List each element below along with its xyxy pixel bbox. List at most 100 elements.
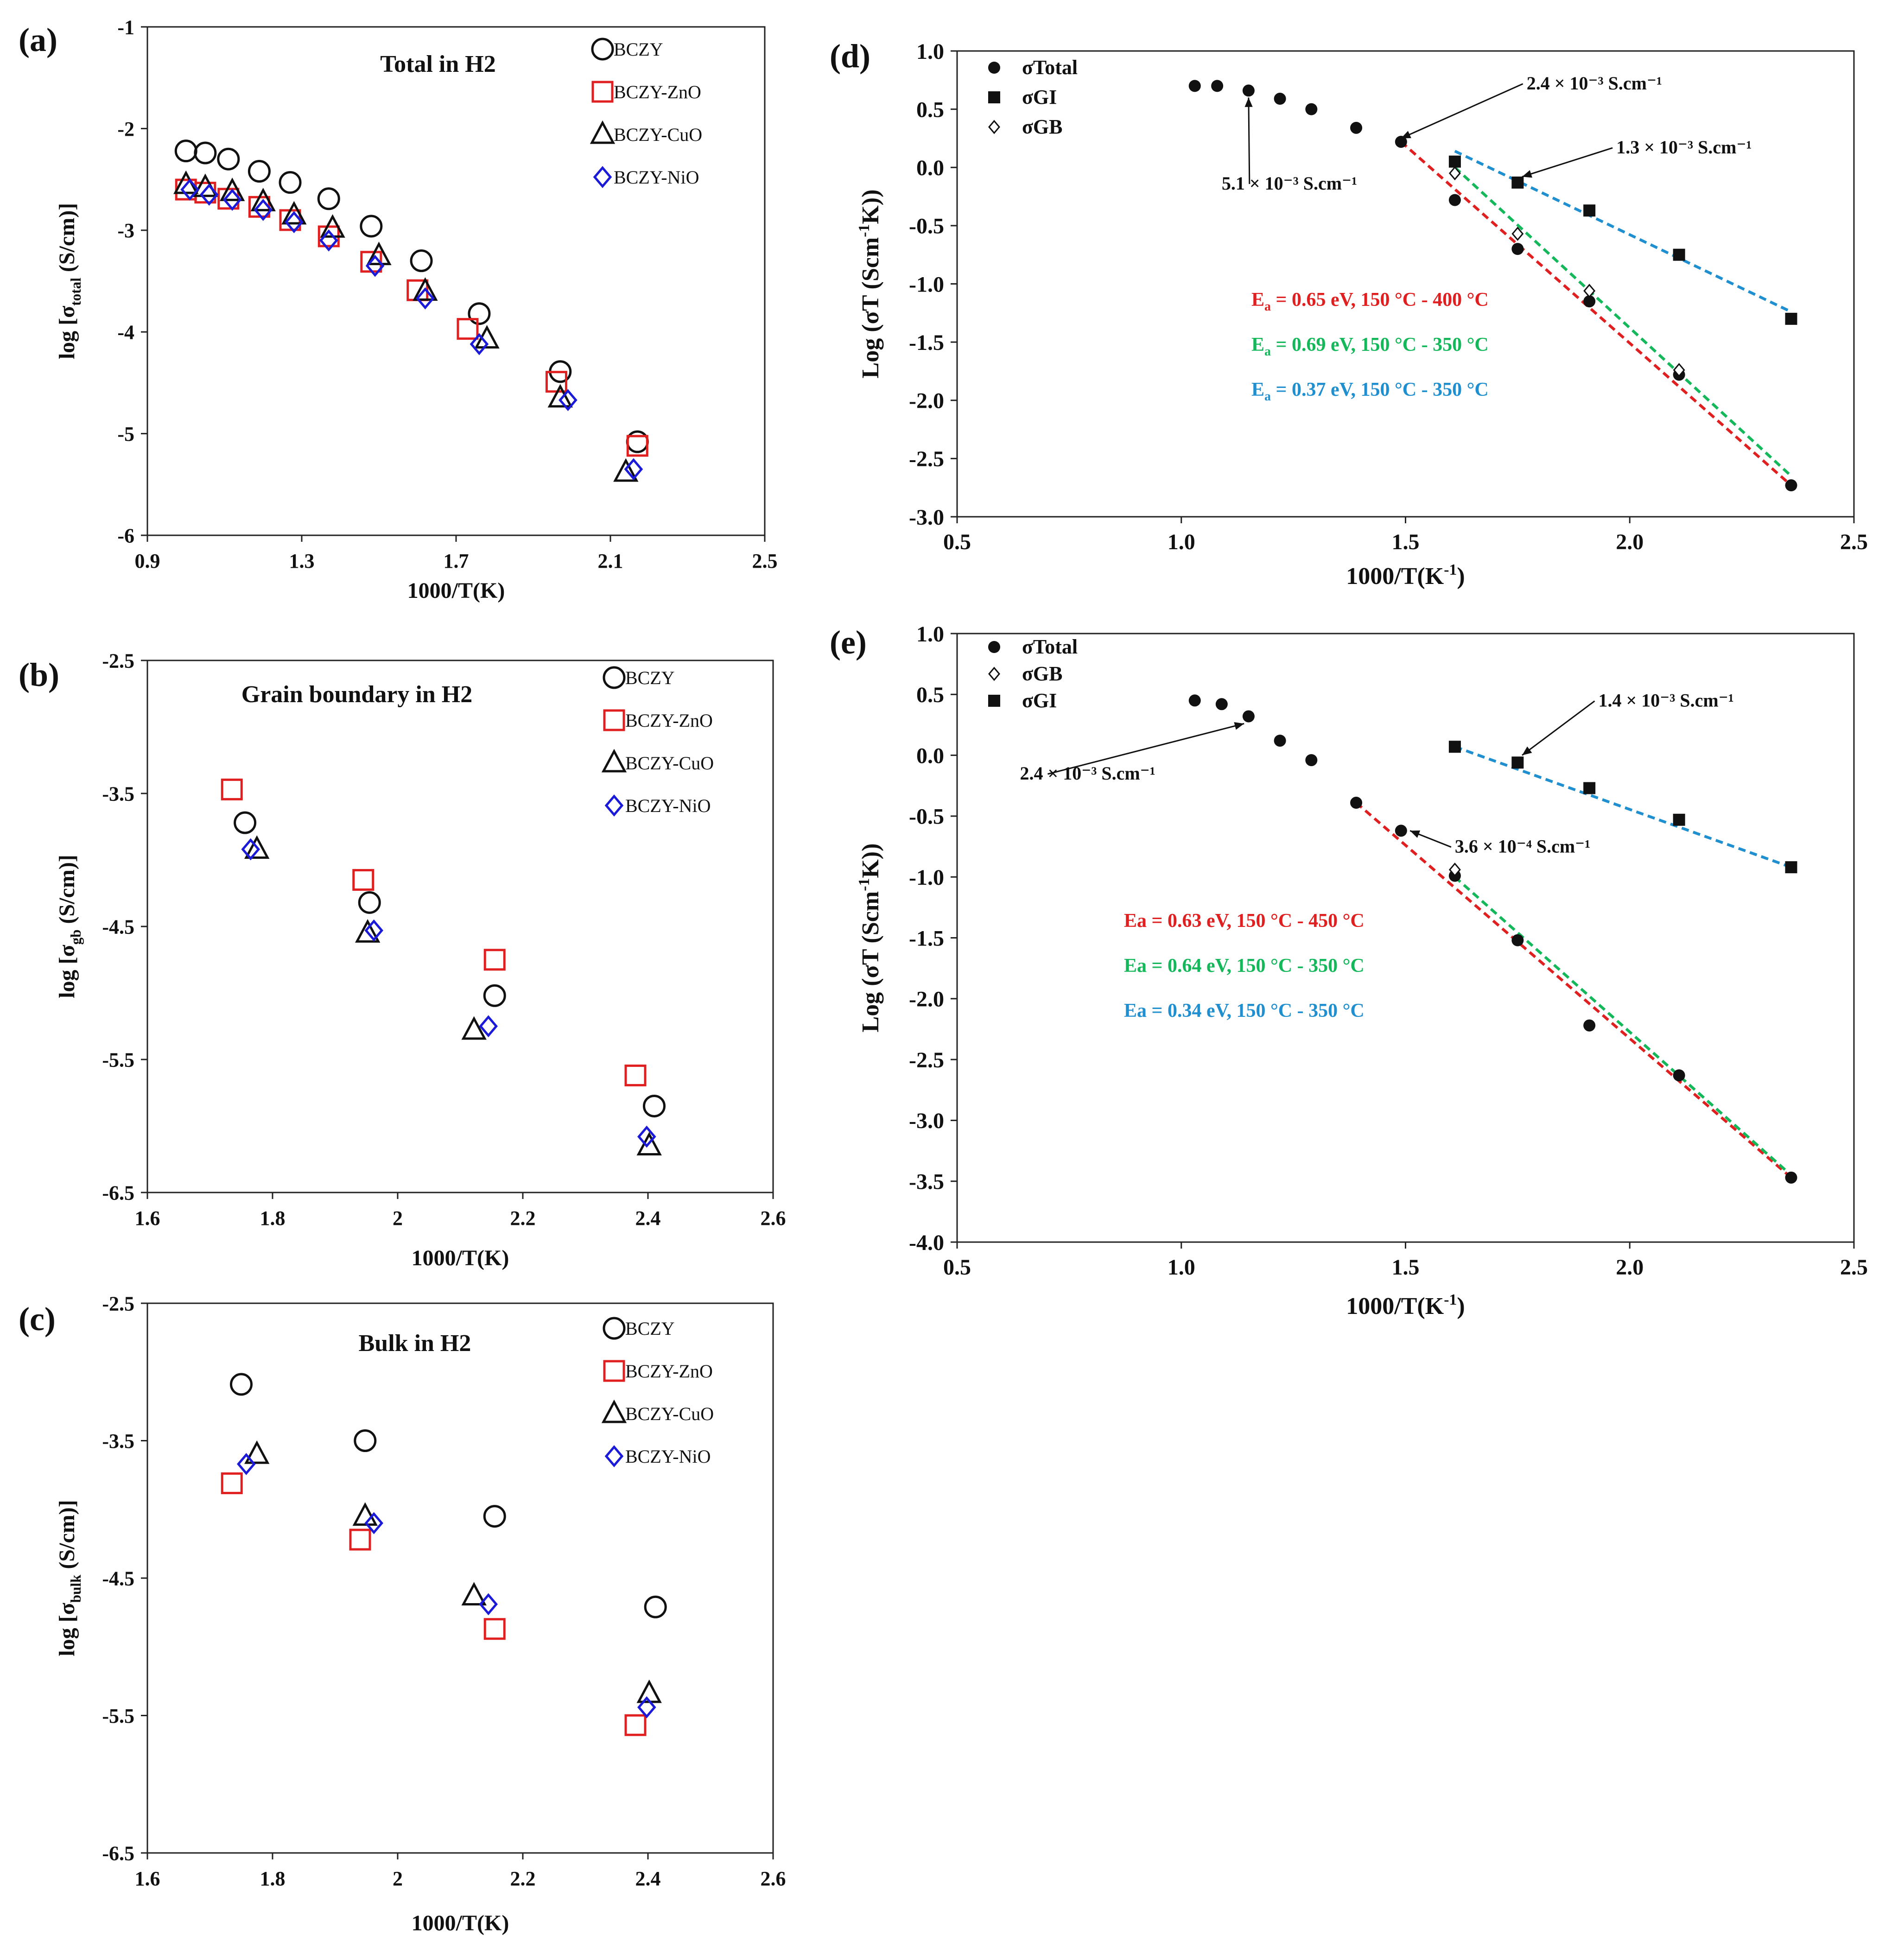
annotation-arrow: [1401, 83, 1523, 139]
data-point: [1242, 84, 1255, 97]
y-tick-label: 0.0: [916, 156, 944, 180]
data-point: [1350, 797, 1363, 809]
legend-label: σTotal: [1022, 56, 1078, 79]
series--gb: [1448, 863, 1461, 877]
legend-marker: [988, 666, 1000, 681]
legend-label: BCZY: [614, 39, 663, 60]
y-tick-label: -2.5: [102, 1292, 134, 1315]
x-tick-label: 1.8: [260, 1207, 286, 1230]
x-tick-label: 1.6: [135, 1207, 160, 1230]
y-tick-label: -0.5: [909, 805, 944, 829]
y-tick-label: -6: [117, 524, 134, 547]
data-point: [413, 277, 438, 301]
x-tick-label: 2.2: [510, 1867, 536, 1890]
data-point: [1583, 204, 1596, 217]
data-point: [1274, 93, 1286, 105]
data-point: [1242, 710, 1255, 723]
legend-marker: [603, 1360, 625, 1382]
y-tick-label: -2.0: [909, 987, 944, 1012]
data-point: [1188, 80, 1201, 92]
data-point: [221, 1472, 243, 1494]
annotation-arrowhead: [1244, 97, 1253, 107]
legend-label: BCZY: [625, 1318, 675, 1339]
x-tick-label: 0.5: [943, 1255, 971, 1280]
data-point: [1448, 194, 1461, 206]
x-tick-label: 2.6: [761, 1207, 786, 1230]
y-tick-label: -1: [117, 16, 134, 38]
data-point: [352, 869, 374, 891]
annotation-text: 1.3 × 10⁻³ S.cm⁻¹: [1616, 137, 1752, 158]
data-point: [1448, 741, 1461, 753]
x-axis-label: 1000/T(K): [412, 1911, 509, 1935]
data-point: [364, 1512, 383, 1535]
data-point: [1350, 121, 1363, 134]
data-point: [317, 187, 340, 210]
legend-marker: [988, 62, 1000, 74]
chart-title: Bulk in H2: [359, 1330, 471, 1357]
data-point: [624, 458, 643, 481]
data-point: [1188, 694, 1201, 707]
x-tick-label: 2.5: [1840, 530, 1868, 554]
series-bczy: [234, 811, 666, 1117]
y-tick-label: -6.5: [102, 1842, 134, 1865]
x-tick-label: 1.8: [260, 1867, 286, 1890]
annotation-arrowhead: [1522, 170, 1532, 178]
x-tick-label: 2.6: [761, 1867, 786, 1890]
y-axis-label: Log (σT (Scm-1K)): [856, 844, 884, 1033]
x-tick-label: 2.0: [1616, 1255, 1644, 1280]
data-point: [483, 1505, 506, 1528]
y-tick-label: -1.0: [909, 865, 944, 890]
data-point: [1785, 312, 1797, 325]
y-axis-label: log [σtotal (S/cm)]: [55, 203, 84, 359]
legend-marker: [603, 709, 625, 731]
data-point: [222, 189, 242, 211]
data-point: [483, 984, 506, 1007]
series-bczy-zno: [221, 778, 647, 1086]
legend-marker: [988, 91, 1000, 103]
x-tick-label: 1.0: [1168, 530, 1195, 554]
data-point: [1511, 243, 1524, 255]
y-axis-label: Log (σT (Scm-1K)): [856, 190, 884, 379]
panel-label: (a): [19, 21, 57, 58]
panel-b: (b) 1.6 1.8 2 2.2 2.4 2.6 -6.5 -5.5 -4.5 -3.5 -2.5 1…: [19, 649, 786, 1270]
data-point: [1305, 754, 1318, 767]
data-point: [1511, 756, 1524, 769]
y-tick-label: -5: [117, 423, 134, 445]
y-axis-label: log [σgb (S/cm)]: [55, 855, 84, 998]
y-tick-label: -2.5: [909, 447, 944, 471]
ea-label: Ea = 0.64 eV, 150 °C - 350 °C: [1124, 955, 1365, 977]
x-tick-label: 2.4: [635, 1867, 661, 1890]
legend-marker: [601, 1399, 627, 1423]
x-axis-label: 1000/T(K-1): [1346, 1291, 1465, 1319]
data-point: [217, 147, 240, 171]
y-tick-label: -2: [117, 118, 134, 140]
panel-c: (c) 1.6 1.8 2 2.2 2.4 2.6 -6.5 -5.5 -4.5 -3.5 -2.5 1…: [19, 1292, 786, 1935]
ea-label: Ea = 0.63 eV, 150 °C - 450 °C: [1124, 910, 1365, 932]
x-tick-label: 2: [393, 1207, 403, 1230]
panel-d: (d) 0.5 1.0 1.5 2.0 2.5 -3.0 -2.5 -2.0 -1.5 -1.0 -0…: [830, 38, 1868, 590]
x-axis-label: 1000/T(K): [412, 1246, 509, 1270]
legend-label: BCZY-NiO: [614, 167, 699, 188]
data-point: [1673, 363, 1685, 377]
data-point: [470, 333, 489, 355]
data-point: [1785, 861, 1797, 874]
legend-marker: [591, 38, 614, 61]
data-point: [241, 838, 260, 861]
series-bczy-zno: [221, 1472, 647, 1736]
legend-label: BCZY-ZnO: [614, 82, 701, 102]
data-point: [366, 241, 392, 266]
x-tick-label: 1.5: [1392, 530, 1420, 554]
panel-e: (e) 0.5 1.0 1.5 2.0 2.5 -4.0 -3.5 -3.0 -2.5 -2.0 -1…: [830, 622, 1868, 1319]
x-tick-label: 2.2: [510, 1207, 536, 1230]
x-tick-label: 2.5: [1840, 1255, 1868, 1280]
x-tick-label: 2: [393, 1867, 403, 1890]
legend-label: BCZY: [625, 667, 675, 688]
y-tick-label: -1.5: [909, 926, 944, 951]
data-point: [1448, 166, 1461, 181]
data-point: [194, 141, 217, 165]
annotation-arrow: [1522, 147, 1613, 178]
panel-label: (b): [19, 656, 59, 693]
annotation-text: 2.4 × 10⁻³ S.cm⁻¹: [1527, 73, 1662, 94]
chart-title: Total in H2: [380, 51, 496, 77]
y-tick-label: -3.5: [102, 1430, 134, 1453]
